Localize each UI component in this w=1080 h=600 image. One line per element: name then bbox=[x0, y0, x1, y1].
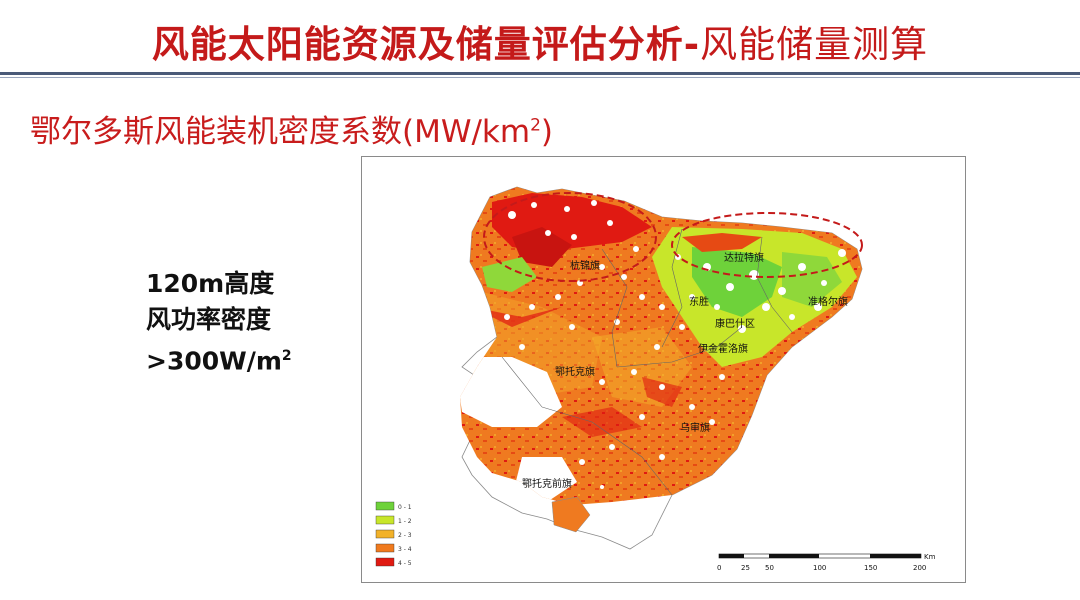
note-line-threshold: >300W/m2 bbox=[146, 338, 292, 379]
slide-title-light: 风能储量测算 bbox=[700, 23, 929, 66]
scale-tick-0: 0 bbox=[717, 564, 721, 572]
map-legend: 0 - 1 1 - 2 2 - 3 3 - 4 4 - 5 bbox=[375, 501, 412, 567]
map-subtitle: 鄂尔多斯风能装机密度系数(MW/km2) bbox=[30, 106, 553, 151]
label-dongsheng: 东胜 bbox=[689, 295, 709, 308]
legend-swatch-0 bbox=[375, 501, 395, 511]
scale-tick-100: 100 bbox=[813, 564, 826, 572]
label-kangbashi: 康巴什区 bbox=[715, 317, 755, 330]
note-line-density: 风功率密度 bbox=[146, 305, 272, 334]
south-patch bbox=[551, 496, 591, 533]
scale-tick-50: 50 bbox=[765, 564, 774, 572]
subtitle-close: ) bbox=[540, 114, 554, 150]
title-divider-thin bbox=[0, 77, 1080, 78]
legend-swatch-4 bbox=[375, 557, 395, 567]
label-dalate: 达拉特旗 bbox=[724, 251, 764, 264]
scale-bar: Km 0 25 50 100 150 200 bbox=[717, 553, 936, 572]
legend-label-1: 1 - 2 bbox=[398, 518, 412, 525]
note-line-height: 120m高度 bbox=[146, 269, 275, 298]
map-canvas: 杭锦旗 达拉特旗 东胜 准格尔旗 康巴什区 伊金霍洛旗 鄂托克旗 乌审旗 鄂托克… bbox=[375, 186, 936, 572]
legend-label-0: 0 - 1 bbox=[398, 504, 412, 511]
label-hangjin: 杭锦旗 bbox=[570, 259, 600, 272]
label-wushen: 乌审旗 bbox=[680, 421, 710, 434]
label-ejinhuoluo: 伊金霍洛旗 bbox=[698, 342, 748, 355]
legend-label-4: 4 - 5 bbox=[398, 560, 412, 567]
ordos-density-map: 杭锦旗 达拉特旗 东胜 准格尔旗 康巴什区 伊金霍洛旗 鄂托克旗 乌审旗 鄂托克… bbox=[361, 156, 966, 583]
note-threshold-sup: 2 bbox=[281, 348, 292, 364]
exclusion-dots bbox=[487, 200, 846, 489]
subtitle-superscript: 2 bbox=[530, 115, 541, 136]
title-divider bbox=[0, 72, 1080, 75]
scale-tick-200: 200 bbox=[913, 564, 926, 572]
subtitle-text: 鄂尔多斯风能装机密度系数(MW/km bbox=[30, 114, 531, 150]
scale-tick-150: 150 bbox=[864, 564, 877, 572]
slide-title: 风能太阳能资源及储量评估分析-风能储量测算 bbox=[0, 14, 1080, 68]
scale-tick-25: 25 bbox=[741, 564, 750, 572]
admin-borders bbox=[501, 228, 793, 496]
label-etuoke-qian: 鄂托克前旗 bbox=[522, 477, 572, 490]
condition-note: 120m高度 风功率密度 >300W/m2 bbox=[146, 266, 292, 379]
label-etuoke: 鄂托克旗 bbox=[555, 365, 595, 378]
legend-swatch-3 bbox=[375, 543, 395, 553]
highlight-ellipse-northwest bbox=[483, 192, 657, 282]
legend-swatch-1 bbox=[375, 515, 395, 525]
legend-label-2: 2 - 3 bbox=[398, 532, 412, 539]
legend-swatch-2 bbox=[375, 529, 395, 539]
legend-label-3: 3 - 4 bbox=[398, 546, 412, 553]
slide-title-bold: 风能太阳能资源及储量评估分析- bbox=[151, 23, 701, 66]
highlight-ellipse-north bbox=[671, 212, 863, 278]
scale-unit: Km bbox=[924, 553, 936, 561]
label-zhungeer: 准格尔旗 bbox=[808, 295, 848, 308]
note-threshold-text: >300W/m bbox=[146, 346, 282, 376]
